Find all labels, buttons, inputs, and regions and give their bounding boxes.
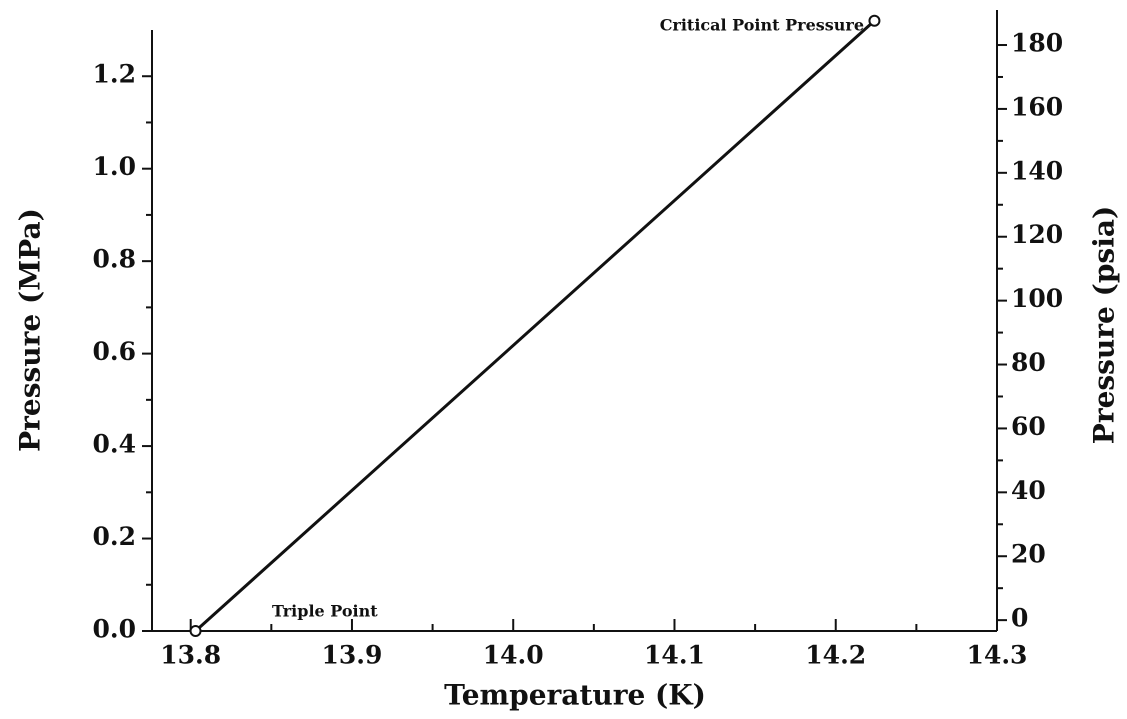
y2-tick-label: 80 (1011, 348, 1046, 377)
x-tick-label: 13.9 (322, 641, 383, 670)
annotation: Triple Point (272, 602, 378, 621)
y-tick-label: 1.0 (93, 152, 137, 181)
y-tick-label: 0.8 (93, 245, 137, 274)
y-tick-label: 0.4 (93, 430, 137, 459)
y2-tick-label: 160 (1011, 92, 1063, 121)
y-tick-label: 0.6 (93, 337, 137, 366)
x-axis-label: Temperature (K) (444, 679, 706, 712)
x-tick-label: 13.8 (160, 641, 221, 670)
data-point (868, 14, 881, 27)
y2-tick-label: 0 (1011, 604, 1028, 633)
x-tick-label: 14.0 (483, 641, 544, 670)
y2-tick-label: 60 (1011, 412, 1046, 441)
y-tick-label: 0.2 (93, 522, 137, 551)
y2-tick-label: 120 (1011, 220, 1063, 249)
y2-tick-label: 40 (1011, 476, 1046, 505)
data-line (194, 19, 876, 633)
y2-tick-label: 100 (1011, 284, 1063, 313)
y-tick-label: 0.0 (93, 615, 137, 644)
annotation: Critical Point Pressure (660, 16, 864, 35)
x-tick-label: 14.3 (967, 641, 1028, 670)
y2-tick-label: 20 (1011, 540, 1046, 569)
x-tick-label: 14.2 (805, 641, 866, 670)
y-tick-label: 1.2 (93, 60, 137, 89)
y2-axis-label: Pressure (psia) (1088, 206, 1121, 444)
data-point (189, 625, 202, 637)
x-tick-label: 14.1 (644, 641, 705, 670)
y2-tick-label: 180 (1011, 29, 1063, 58)
y-axis-label: Pressure (MPa) (14, 208, 47, 452)
y2-tick-label: 140 (1011, 156, 1063, 185)
